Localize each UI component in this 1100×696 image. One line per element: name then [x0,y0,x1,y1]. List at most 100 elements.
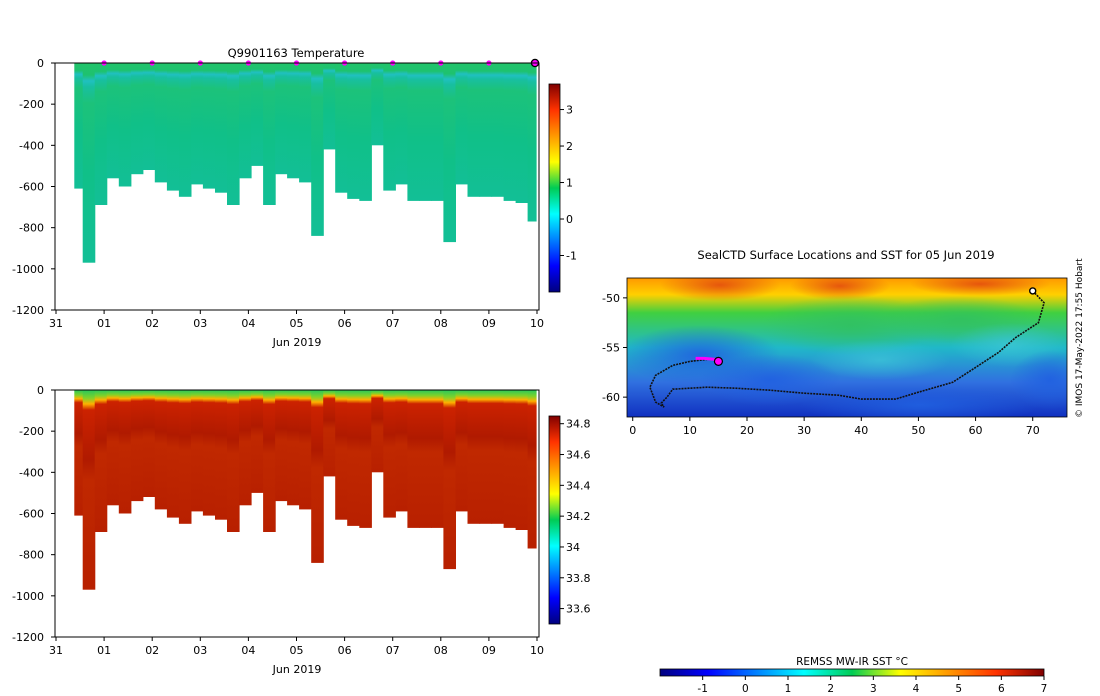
salinity-x-tick-label: 01 [97,644,111,657]
sst-map-x-tick-label: 70 [1026,424,1040,437]
salinity-profile-column [371,390,384,473]
temperature-y-axis: 0 -200 -400 -600 -800 -1000 -1200 [12,57,55,317]
temperature-x-tick-label: 08 [434,317,448,330]
temperature-profile-column [455,63,469,185]
temperature-profile-column [166,63,180,191]
salinity-colorbar-tick-label: 34.4 [566,479,591,492]
sst-colorbar-tick-label: 3 [870,683,877,695]
seal-track [649,290,1045,408]
salinity-colorbar-ticks: 34.8 34.6 34.4 34.2 34 33.8 33.6 [560,418,591,616]
temperature-colorbar-tick-label: 3 [566,104,573,117]
temperature-profile-column [142,63,156,170]
salinity-profile-column [467,390,481,524]
salinity-profile-column [323,390,336,477]
sst-map-x-tick-label: 50 [911,424,925,437]
salinity-profile-column [503,390,517,528]
salinity-profiles [74,390,537,590]
salinity-profile-column [106,390,120,506]
temperature-x-tick-label: 10 [530,317,544,330]
temperature-profile-column [178,63,192,197]
salinity-colorbar-tick-label: 34.8 [566,418,591,431]
salinity-profile-column [287,390,300,506]
salinity-x-tick-label: 06 [338,644,352,657]
salinity-x-tick-label: 03 [193,644,207,657]
sst-map-x-tick-label: 20 [740,424,754,437]
sst-colorbar [659,668,1045,677]
temperature-colorbar-tick-label: 1 [566,177,573,190]
temperature-colorbar [548,83,561,293]
temperature-y-tick-label: 0 [37,57,44,70]
temperature-colorbar-tick-label: 2 [566,140,573,153]
sst-field [627,278,1067,417]
salinity-x-tick-label: 07 [386,644,400,657]
temperature-x-tick-label: 02 [145,317,159,330]
salinity-profile-column [82,390,96,590]
salinity-y-tick-label: -1200 [12,631,44,644]
salinity-x-axis: 31 01 02 03 04 05 06 07 08 09 10 [49,637,544,657]
sst-colorbar-label: REMSS MW-IR SST °C [796,656,908,668]
temperature-profile-column [227,63,240,205]
salinity-colorbar-tick-label: 34.2 [566,510,591,523]
temperature-profile-column [287,63,300,179]
temperature-profile-column [527,63,537,222]
temperature-profile-column [106,63,120,179]
temperature-profile-column [359,63,372,201]
temperature-profile-column [407,63,420,201]
salinity-profile-column [130,390,144,502]
salinity-y-tick-label: 0 [37,384,44,397]
sst-colorbar-tick-label: 5 [955,683,962,695]
temperature-profiles [74,63,537,263]
salinity-colorbar-tick-label: 34.6 [566,449,591,462]
temperature-profile-column [202,63,216,189]
salinity-profile-column [215,390,228,520]
temperature-profile-column [431,63,444,201]
seal-deployment-position [1029,287,1037,295]
salinity-profile-column [407,390,420,528]
salinity-profile-column [347,390,360,526]
temperature-title: Q9901163 Temperature [228,46,365,60]
temperature-y-tick-label: -400 [19,139,44,152]
sst-colorbar-tick-label: 4 [913,683,920,695]
sst-colorbar-tick-label: -1 [697,683,707,695]
temperature-profile-column [299,63,312,183]
temperature-profile-column [311,63,324,236]
salinity-profile-column [154,390,168,510]
salinity-profile-column [94,390,108,532]
sst-colorbar-tick-label: 7 [1041,683,1048,695]
temperature-profile-column [74,63,84,189]
temperature-profile-column [239,63,252,179]
temperature-y-tick-label: -200 [19,98,44,111]
salinity-y-tick-label: -400 [19,466,44,479]
salinity-profile-column [431,390,444,528]
salinity-x-tick-label: 31 [49,644,63,657]
salinity-profile-column [443,390,456,570]
temperature-y-tick-label: -1000 [12,263,44,276]
salinity-profile-column [190,390,204,512]
temperature-profile-column [130,63,144,175]
temperature-profile-column [419,63,432,201]
salinity-x-tick-label: 02 [145,644,159,657]
salinity-colorbar-tick-label: 33.6 [566,603,591,616]
temperature-profile-column [275,63,288,175]
salinity-panel: 0 -200 -400 -600 -800 -1000 -1200 31 01 02 03 04 05… [12,384,590,676]
temperature-profile-column [323,63,336,150]
temperature-x-label: Jun 2019 [272,336,322,349]
salinity-profile-column [227,390,240,532]
seal-current-position [713,356,724,366]
salinity-profile-column [178,390,192,524]
salinity-colorbar [548,415,561,625]
sst-map-panel: SealCTD Surface Locations and SST for 05… [602,248,1085,695]
temperature-x-tick-label: 01 [97,317,111,330]
salinity-y-tick-label: -800 [19,549,44,562]
temperature-profile-column [190,63,204,185]
temperature-profile-column [443,63,456,243]
temperature-profile-column [215,63,228,193]
salinity-y-tick-label: -1000 [12,590,44,603]
temperature-x-tick-label: 31 [49,317,63,330]
salinity-profile-column [383,390,396,518]
temperature-profile-column [251,63,264,166]
temperature-profile-column [491,63,505,197]
salinity-profile-column [455,390,469,512]
sst-colorbar-tick-label: 2 [827,683,834,695]
salinity-profile-column [527,390,537,549]
